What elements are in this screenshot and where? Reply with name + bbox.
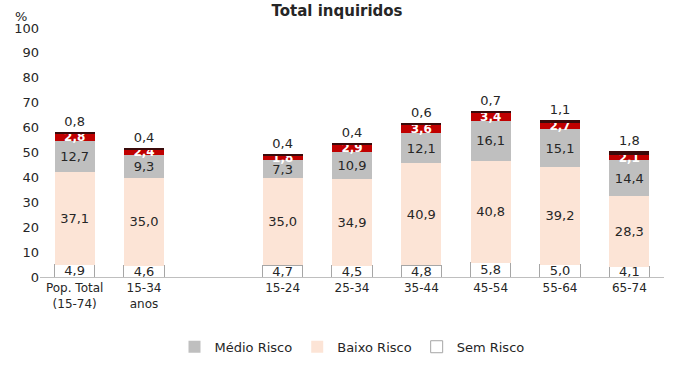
svg-text:0,7: 0,7 <box>480 93 501 108</box>
svg-text:40,9: 40,9 <box>407 207 436 222</box>
svg-text:Pop. Total(15-74): Pop. Total(15-74) <box>46 281 103 311</box>
svg-text:20: 20 <box>22 220 39 235</box>
svg-text:1,1: 1,1 <box>550 102 571 117</box>
svg-text:65-74: 65-74 <box>612 281 647 295</box>
svg-text:1,8: 1,8 <box>619 133 640 148</box>
svg-text:5,8: 5,8 <box>480 262 501 277</box>
svg-text:0,6: 0,6 <box>411 105 432 120</box>
svg-text:30: 30 <box>22 195 39 210</box>
svg-text:12,7: 12,7 <box>60 149 89 164</box>
svg-text:15-34anos: 15-34anos <box>127 281 162 311</box>
svg-text:0,8: 0,8 <box>64 114 85 129</box>
svg-text:10,9: 10,9 <box>338 158 367 173</box>
svg-text:25-34: 25-34 <box>335 281 370 295</box>
svg-text:40,8: 40,8 <box>476 204 505 219</box>
svg-text:0: 0 <box>31 270 39 285</box>
svg-text:35,0: 35,0 <box>268 214 297 229</box>
svg-text:70: 70 <box>22 95 39 110</box>
svg-text:90: 90 <box>22 45 39 60</box>
svg-text:12,1: 12,1 <box>407 141 436 156</box>
svg-text:15,1: 15,1 <box>546 141 575 156</box>
svg-text:0,4: 0,4 <box>134 130 155 145</box>
svg-text:4,8: 4,8 <box>411 264 432 279</box>
svg-text:3,6: 3,6 <box>411 122 432 136</box>
svg-text:9,3: 9,3 <box>134 159 155 174</box>
svg-text:40: 40 <box>22 170 39 185</box>
svg-text:35-44: 35-44 <box>404 281 439 295</box>
svg-text:50: 50 <box>22 145 39 160</box>
svg-text:80: 80 <box>22 70 39 85</box>
svg-text:4,5: 4,5 <box>342 264 363 279</box>
svg-text:34,9: 34,9 <box>338 215 367 230</box>
svg-text:15-24: 15-24 <box>265 281 300 295</box>
svg-text:4,1: 4,1 <box>619 264 640 279</box>
svg-text:7,3: 7,3 <box>272 162 293 177</box>
svg-text:45-54: 45-54 <box>473 281 508 295</box>
svg-text:Médio Risco: Médio Risco <box>215 340 293 355</box>
svg-text:2,7: 2,7 <box>549 119 570 133</box>
svg-text:60: 60 <box>22 120 39 135</box>
svg-text:35,0: 35,0 <box>130 214 159 229</box>
svg-text:5,0: 5,0 <box>550 263 571 278</box>
svg-text:28,3: 28,3 <box>615 224 644 239</box>
svg-text:39,2: 39,2 <box>546 208 575 223</box>
svg-text:1,8: 1,8 <box>272 151 293 165</box>
svg-text:3,4: 3,4 <box>480 110 501 124</box>
svg-text:4,6: 4,6 <box>134 264 155 279</box>
svg-text:100: 100 <box>14 21 39 36</box>
svg-text:0,4: 0,4 <box>272 136 293 151</box>
svg-text:14,4: 14,4 <box>615 171 644 186</box>
svg-text:0,4: 0,4 <box>342 125 363 140</box>
svg-text:10: 10 <box>22 245 39 260</box>
svg-text:Sem Risco: Sem Risco <box>457 340 525 355</box>
svg-text:2,4: 2,4 <box>133 145 154 159</box>
svg-text:16,1: 16,1 <box>476 133 505 148</box>
svg-text:55-64: 55-64 <box>543 281 578 295</box>
svg-text:Baixo Risco: Baixo Risco <box>337 340 411 355</box>
svg-text:Total inquiridos: Total inquiridos <box>271 2 402 20</box>
svg-text:4,9: 4,9 <box>64 263 85 278</box>
svg-text:2,8: 2,8 <box>64 130 85 144</box>
svg-text:2,1: 2,1 <box>619 151 640 165</box>
svg-text:4,7: 4,7 <box>272 264 293 279</box>
svg-text:2,9: 2,9 <box>341 141 362 155</box>
svg-text:%: % <box>15 9 27 24</box>
svg-text:37,1: 37,1 <box>60 211 89 226</box>
